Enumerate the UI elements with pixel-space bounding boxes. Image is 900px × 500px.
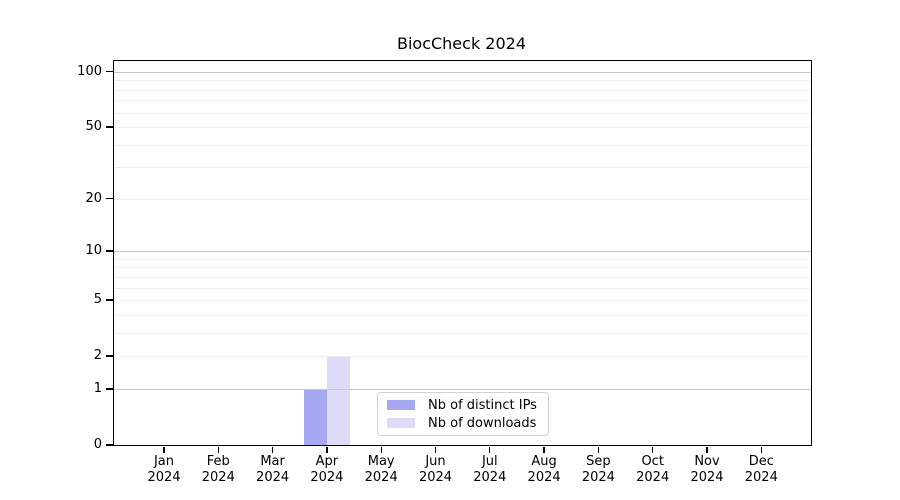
x-tick-mark <box>326 446 328 453</box>
gridline-minor <box>114 356 811 358</box>
x-tick-mark <box>597 446 600 453</box>
x-axis-tick-label: Oct 2024 <box>621 454 685 486</box>
x-tick-month: Jun <box>425 454 446 469</box>
gridline-minor <box>114 127 811 129</box>
x-tick-month: Feb <box>206 454 230 469</box>
x-tick-year: 2024 <box>527 470 561 485</box>
x-tick-year: 2024 <box>744 470 778 485</box>
x-tick-year: 2024 <box>147 470 181 485</box>
x-axis-tick-label: Apr 2024 <box>295 454 359 486</box>
gridline-minor <box>114 80 811 82</box>
y-axis-tick-label: 2 <box>93 348 102 364</box>
gridline-minor <box>114 287 811 289</box>
legend-swatch-downloads <box>387 418 415 428</box>
y-tick-mark <box>106 388 113 390</box>
x-tick-mark <box>163 446 165 453</box>
x-tick-year: 2024 <box>201 470 235 485</box>
x-tick-year: 2024 <box>636 470 670 485</box>
y-tick-mark <box>106 444 113 446</box>
y-axis-tick-label: 100 <box>77 63 102 79</box>
plot-area: Nb of distinct IPs Nb of downloads 0 1 2 5 1… <box>77 60 812 485</box>
gridline-minor <box>114 112 811 114</box>
y-axis-tick-label: 20 <box>85 190 102 206</box>
legend-label-downloads: Nb of downloads <box>428 415 537 431</box>
legend-swatch-distinct-ips <box>387 400 415 410</box>
x-axis-tick-label: Jul 2024 <box>458 454 522 486</box>
x-tick-mark <box>706 446 708 453</box>
x-tick-year: 2024 <box>310 470 344 485</box>
x-tick-month: Aug <box>531 454 557 469</box>
x-tick-year: 2024 <box>690 470 724 485</box>
gridline-minor <box>114 267 811 269</box>
chart-title: BiocCheck 2024 <box>396 34 527 53</box>
x-tick-month: Oct <box>641 454 664 469</box>
gridline-major <box>114 251 811 253</box>
y-tick-mark <box>106 71 113 73</box>
legend-item-distinct-ips: Nb of distinct IPs <box>387 398 548 413</box>
y-tick-mark <box>106 126 113 128</box>
x-axis-tick-label: Jun 2024 <box>404 454 468 486</box>
y-tick-mark <box>106 299 113 301</box>
x-tick-month: May <box>367 454 395 469</box>
y-axis-tick-label: 1 <box>93 380 102 396</box>
y-tick-mark <box>106 355 113 357</box>
x-axis-tick-label: Jan 2024 <box>132 454 196 486</box>
x-tick-month: Dec <box>748 454 774 469</box>
gridline-minor <box>114 314 811 316</box>
x-tick-year: 2024 <box>473 470 507 485</box>
legend-label-distinct-ips: Nb of distinct IPs <box>428 397 537 413</box>
x-axis-tick-label: Dec 2024 <box>729 454 793 486</box>
y-axis-tick-label: 10 <box>85 243 102 259</box>
x-tick-mark <box>217 446 219 453</box>
x-tick-mark <box>652 446 654 453</box>
x-axis-tick-label: Mar 2024 <box>241 454 305 486</box>
x-tick-month: Nov <box>694 454 720 469</box>
legend: Nb of distinct IPs Nb of downloads <box>377 392 549 436</box>
x-axis-tick-label: Aug 2024 <box>512 454 576 486</box>
x-tick-year: 2024 <box>256 470 290 485</box>
x-tick-year: 2024 <box>581 470 615 485</box>
gridline-minor <box>114 167 811 169</box>
x-tick-mark <box>489 446 491 453</box>
x-tick-mark <box>760 446 762 453</box>
x-tick-month: Mar <box>260 454 285 469</box>
x-tick-mark <box>380 446 382 453</box>
legend-item-downloads: Nb of downloads <box>387 416 548 431</box>
x-tick-mark <box>543 446 545 453</box>
bar-downloads-apr <box>326 356 350 445</box>
x-tick-month: Apr <box>315 454 339 469</box>
y-axis-tick-label: 50 <box>85 119 102 135</box>
x-tick-month: Jan <box>153 454 175 469</box>
y-axis-tick-label: 0 <box>93 437 102 452</box>
x-tick-mark <box>271 446 274 453</box>
x-tick-year: 2024 <box>364 470 398 485</box>
gridline-minor <box>114 144 811 146</box>
bar-distinct-ips-apr <box>303 388 327 445</box>
x-axis-tick-label: Feb 2024 <box>186 454 250 486</box>
gridline-minor <box>114 89 811 91</box>
y-tick-mark <box>106 250 113 252</box>
x-axis-tick-label: May 2024 <box>349 454 413 486</box>
x-axis-tick-label: Sep 2024 <box>566 454 630 486</box>
gridline-minor <box>114 276 811 278</box>
gridline-minor <box>114 100 811 102</box>
x-tick-mark <box>434 446 437 453</box>
x-axis-tick-label: Nov 2024 <box>675 454 739 486</box>
gridline-minor <box>114 300 811 302</box>
x-tick-month: Jul <box>481 454 498 469</box>
gridline-major <box>114 388 811 390</box>
y-tick-mark <box>106 198 113 200</box>
x-tick-month: Sep <box>586 454 611 469</box>
gridline-major <box>114 71 811 73</box>
gridline-minor <box>114 258 811 260</box>
gridline-minor <box>114 332 811 334</box>
x-tick-year: 2024 <box>418 470 453 485</box>
gridline-minor <box>114 198 811 200</box>
y-axis-tick-label: 5 <box>93 292 102 308</box>
